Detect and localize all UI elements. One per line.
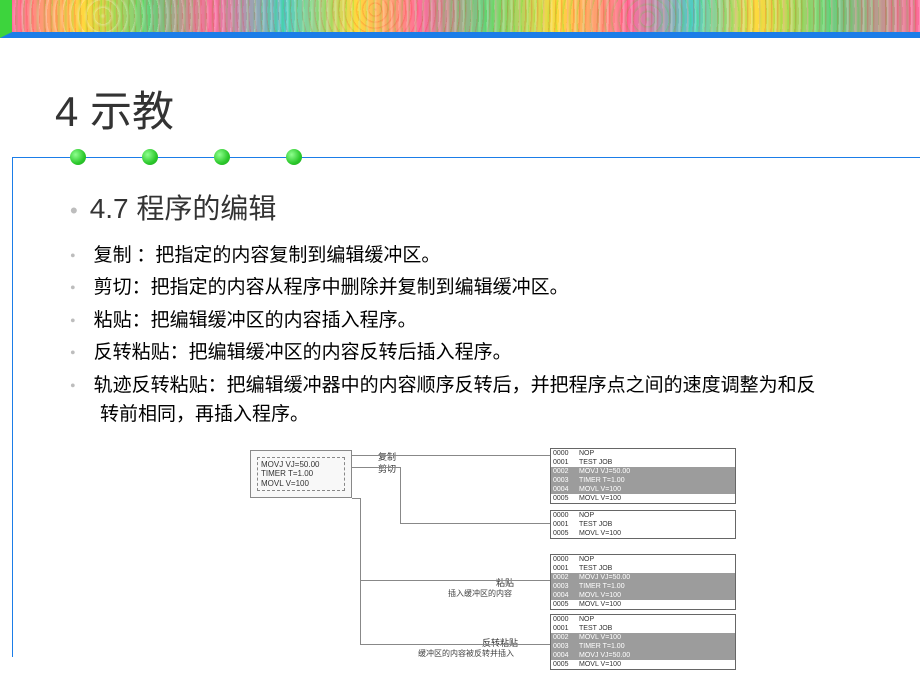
decorative-dot xyxy=(142,149,158,165)
bullet-item: •反转粘贴：把编辑缓冲区的内容反转后插入程序。 xyxy=(70,338,830,367)
label-paste-note: 插入缓冲区的内容 xyxy=(448,588,512,599)
label-reverse-note: 缓冲区的内容被反转并插入 xyxy=(418,648,514,659)
edit-operations-diagram: MOVJ VJ=50.00TIMER T=1.00MOVL V=100 复制 剪… xyxy=(250,448,750,668)
bullet-item: •复制 ：把指定的内容复制到编辑缓冲区。 xyxy=(70,241,830,270)
source-buffer-box: MOVJ VJ=50.00TIMER T=1.00MOVL V=100 xyxy=(250,450,352,498)
program-listing: 0000NOP0001TEST JOB0002MOVL V=1000003TIM… xyxy=(550,614,736,670)
decorative-dot xyxy=(286,149,302,165)
decorative-dot xyxy=(70,149,86,165)
decorative-dot xyxy=(214,149,230,165)
program-listing: 0000NOP0001TEST JOB0002MOVJ VJ=50.000003… xyxy=(550,554,736,610)
divider-dots xyxy=(12,147,920,167)
program-listing: 0000NOP0001TEST JOB0005MOVL V=100 xyxy=(550,510,736,539)
bullet-item: •剪切：把指定的内容从程序中删除并复制到编辑缓冲区。 xyxy=(70,273,830,302)
content-area: 4.7 程序的编辑 •复制 ：把指定的内容复制到编辑缓冲区。 •剪切：把指定的内容… xyxy=(70,187,920,668)
label-cut: 剪切 xyxy=(378,462,396,475)
program-listing: 0000NOP0001TEST JOB0002MOVJ VJ=50.000003… xyxy=(550,448,736,504)
page-title: 4 示教 xyxy=(55,78,920,139)
bullet-item: •粘贴：把编辑缓冲区的内容插入程序。 xyxy=(70,306,830,335)
decorative-banner xyxy=(0,0,920,38)
section-heading: 4.7 程序的编辑 xyxy=(70,187,920,227)
bullet-item: •轨迹反转粘贴：把编辑缓冲器中的内容顺序反转后，并把程序点之间的速度调整为和反转… xyxy=(70,371,830,430)
